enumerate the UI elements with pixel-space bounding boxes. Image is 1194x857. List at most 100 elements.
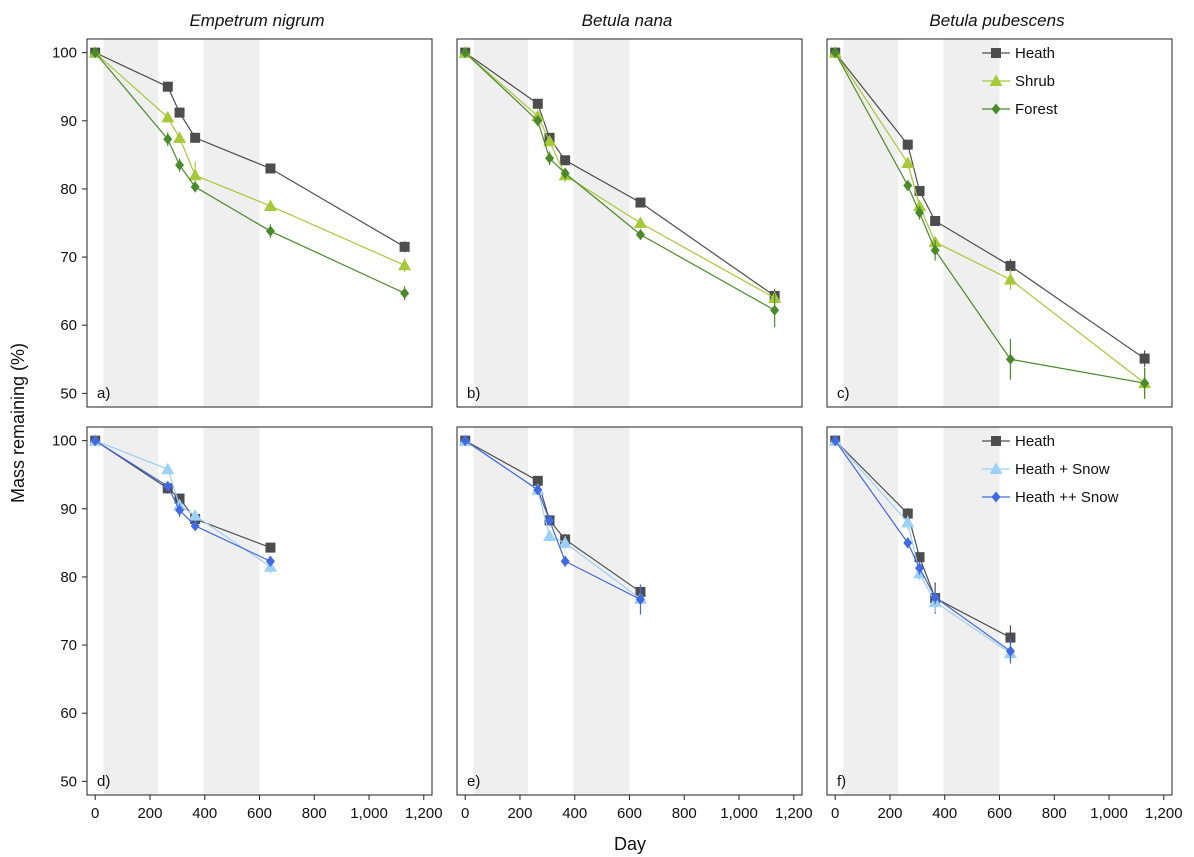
- data-point: [930, 591, 940, 603]
- legend-label: Heath: [1015, 433, 1055, 450]
- x-tick-label: 800: [672, 805, 697, 822]
- shaded-period-1: [473, 427, 529, 795]
- data-point: [915, 562, 925, 574]
- data-point: [90, 435, 100, 447]
- series-line: [94, 52, 405, 294]
- data-point: [1005, 260, 1016, 271]
- panel-1: a) 50 60 70 80 90 100: [52, 38, 433, 408]
- legend-bottom: Heath Heath + Snow Heath ++ Snow: [982, 433, 1119, 506]
- data-point: [400, 287, 410, 299]
- x-tick-label: 400: [932, 805, 957, 822]
- x-tick-label: 200: [137, 805, 162, 822]
- panel-label: c): [837, 385, 850, 402]
- data-point: [914, 552, 925, 563]
- legend-marker: [989, 462, 1003, 474]
- panel-frame: [86, 38, 433, 408]
- data-point: [460, 435, 470, 447]
- data-point: [903, 180, 913, 192]
- y-tick-label: 80: [60, 181, 77, 198]
- data-point: [902, 508, 913, 519]
- x-tick-label: 800: [302, 805, 327, 822]
- data-point: [1005, 645, 1015, 657]
- x-tick-label: 1,000: [1090, 805, 1128, 822]
- legend-label: Heath ++ Snow: [1015, 489, 1119, 506]
- data-point: [902, 139, 913, 150]
- data-point: [533, 484, 543, 496]
- shaded-period-2: [573, 427, 630, 795]
- column-title-3: Betula pubescens: [929, 11, 1065, 30]
- data-point: [830, 47, 840, 59]
- data-point: [633, 216, 647, 228]
- shaded-period-1: [843, 39, 899, 407]
- data-point: [399, 241, 410, 252]
- series-heath-snow: [830, 435, 1015, 664]
- legend-top: Heath Shrub Forest: [982, 45, 1058, 118]
- data-point: [90, 47, 100, 59]
- data-point: [635, 229, 645, 241]
- series-heath-snow: [90, 435, 275, 567]
- y-tick-label: 70: [60, 637, 77, 654]
- x-tick-label: 200: [507, 805, 532, 822]
- data-point: [532, 475, 543, 486]
- data-point: [190, 132, 201, 143]
- data-point: [190, 520, 200, 532]
- x-tick-label: 400: [562, 805, 587, 822]
- panel-4: d) 50 60 70 80 90 100 0 200 400 600 800 1,000 1,200: [52, 426, 443, 822]
- legend-label: Forest: [1015, 101, 1058, 118]
- data-point: [533, 115, 543, 127]
- panel-label: f): [837, 773, 846, 790]
- data-point: [175, 504, 185, 516]
- series-line: [834, 52, 1145, 384]
- shaded-period-2: [573, 39, 630, 407]
- shaded-period-1: [103, 427, 159, 795]
- shaded-period-2: [203, 39, 260, 407]
- legend-marker: [991, 436, 1001, 446]
- data-point: [174, 107, 185, 118]
- data-point: [163, 133, 173, 145]
- data-point: [635, 593, 645, 605]
- series-line: [94, 52, 405, 248]
- x-tick-label: 0: [831, 805, 839, 822]
- legend-marker: [991, 103, 1001, 115]
- y-tick-label: 50: [60, 385, 77, 402]
- data-point: [188, 509, 202, 521]
- data-point: [1140, 377, 1150, 389]
- x-tick-label: 600: [247, 805, 272, 822]
- panel-6: f) 0 200 400 600 800 1,000 1,200 Heath Heath + Sn…: [826, 426, 1183, 822]
- x-tick-label: 200: [877, 805, 902, 822]
- x-tick-label: 1,200: [775, 805, 813, 822]
- legend-label: Shrub: [1015, 73, 1055, 90]
- x-tick-label: 600: [617, 805, 642, 822]
- data-point: [265, 163, 276, 174]
- data-point: [901, 515, 915, 528]
- data-point: [914, 185, 925, 196]
- y-tick-label: 100: [52, 433, 77, 450]
- column-title-2: Betula nana: [582, 11, 673, 30]
- series-heath-snow: [460, 435, 645, 615]
- panel-frame: [456, 38, 803, 408]
- data-point: [190, 181, 200, 193]
- data-point: [161, 462, 175, 475]
- data-point: [265, 225, 275, 237]
- data-point: [174, 493, 185, 504]
- data-point: [265, 542, 276, 553]
- legend-marker: [991, 48, 1001, 58]
- series-line: [464, 52, 775, 311]
- data-point: [543, 134, 557, 147]
- x-tick-label: 1,200: [405, 805, 443, 822]
- panel-label: b): [467, 385, 480, 402]
- shaded-period-2: [943, 39, 1000, 407]
- data-point: [398, 258, 412, 271]
- x-tick-label: 1,000: [720, 805, 758, 822]
- data-point: [1005, 632, 1016, 643]
- legend-label: Heath + Snow: [1015, 461, 1110, 478]
- panel-5: e) 0 200 400 600 800 1,000 1,200: [456, 426, 813, 822]
- data-point: [175, 159, 185, 171]
- data-point: [545, 152, 555, 164]
- x-tick-label: 800: [1042, 805, 1067, 822]
- data-point: [188, 168, 202, 181]
- series-shrub: [88, 46, 412, 273]
- y-tick-label: 50: [60, 773, 77, 790]
- x-tick-label: 0: [461, 805, 469, 822]
- y-tick-label: 90: [60, 113, 77, 130]
